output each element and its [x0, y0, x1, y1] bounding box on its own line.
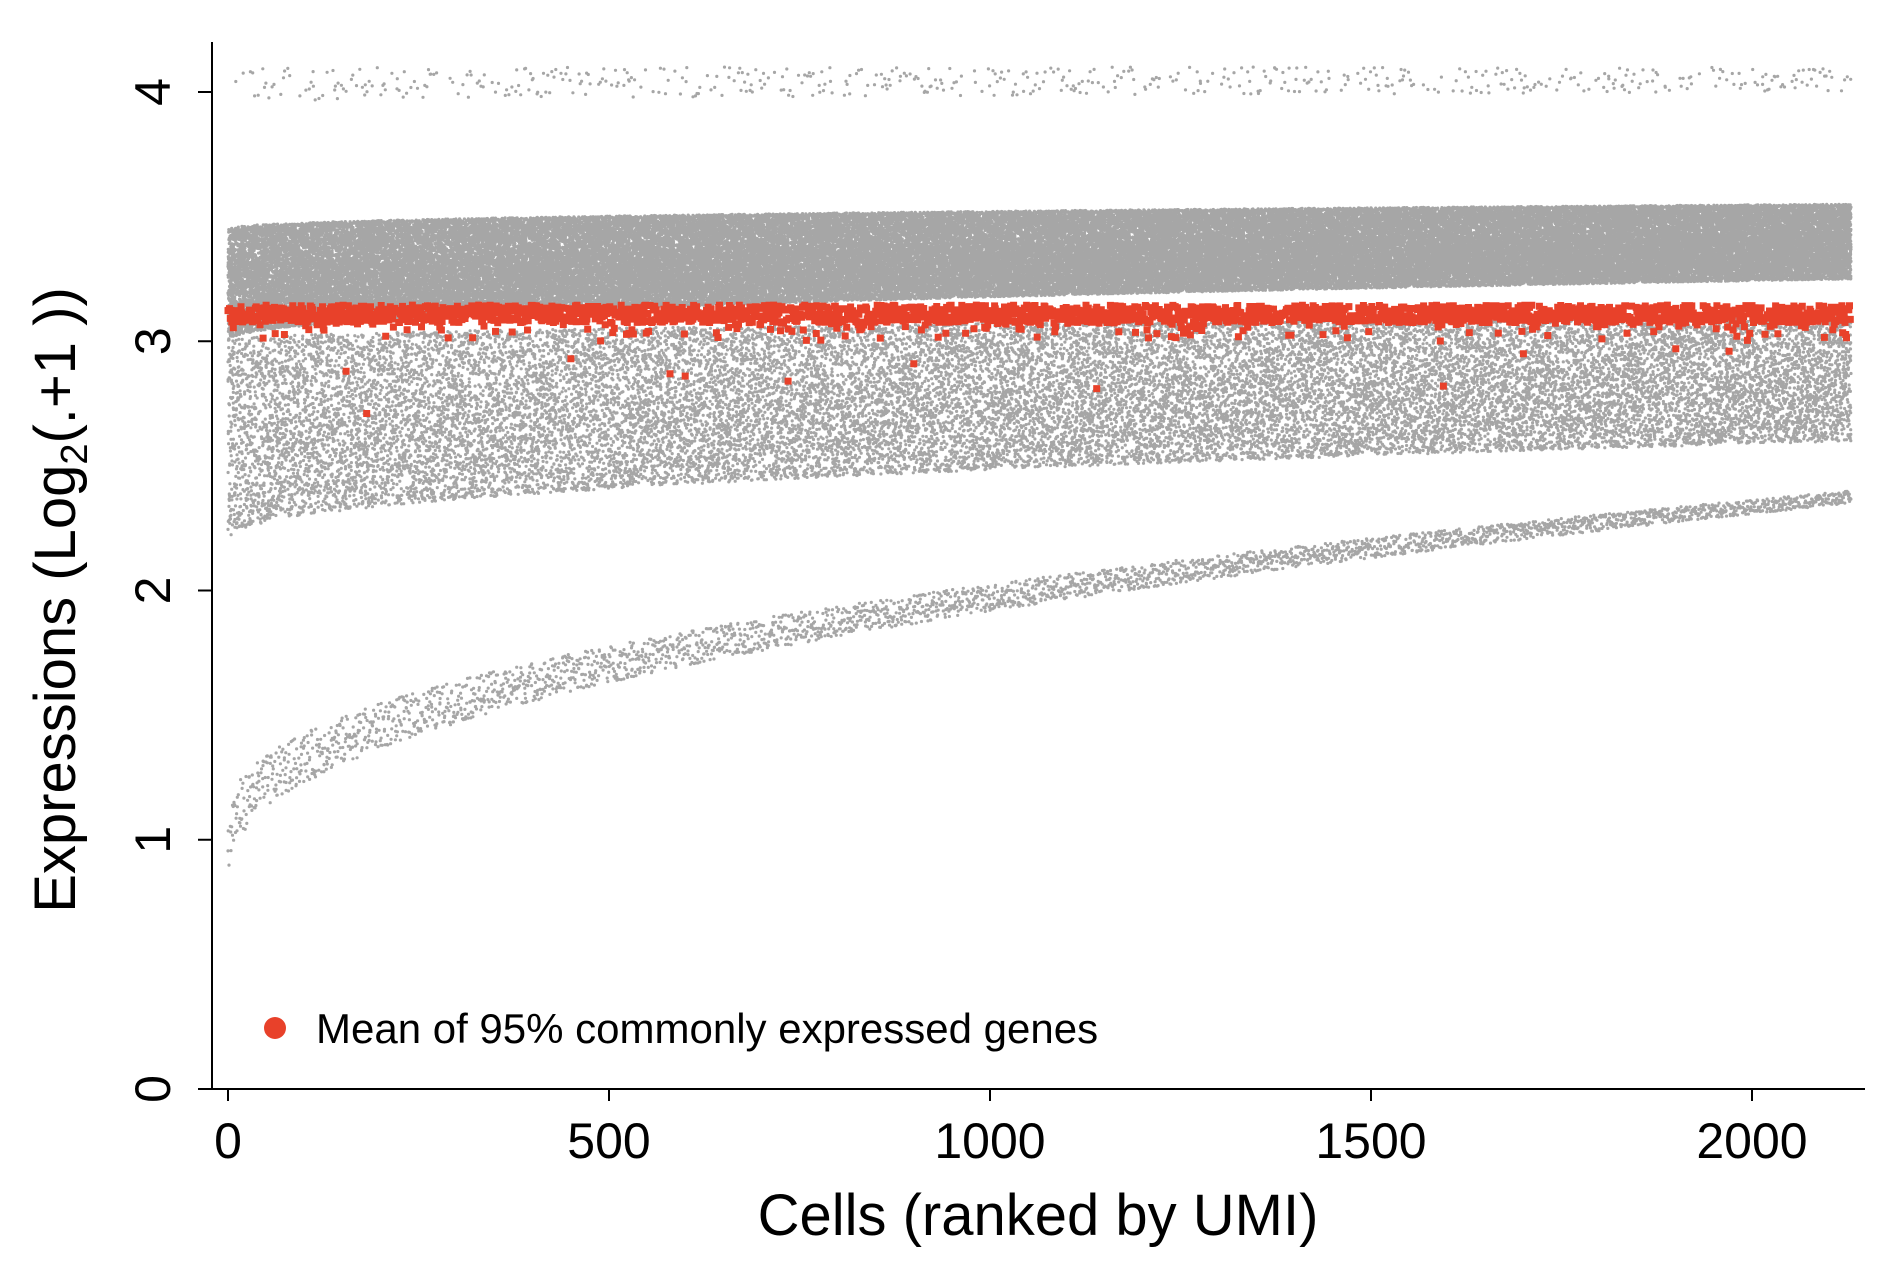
x-tick-label: 2000 — [1696, 1113, 1807, 1169]
y-tick-label: 3 — [125, 327, 181, 355]
legend-marker — [264, 1017, 286, 1039]
x-axis-ticks: 0 500 1000 1500 2000 — [214, 1089, 1808, 1169]
x-tick-label: 500 — [567, 1113, 650, 1169]
y-axis-title-main: Expressions (Log — [23, 465, 88, 913]
legend: Mean of 95% commonly expressed genes — [264, 1005, 1098, 1052]
y-tick-label: 2 — [125, 577, 181, 605]
y-axis-title-tail: (.+1 )) — [23, 287, 88, 443]
x-tick-label: 1000 — [934, 1113, 1045, 1169]
x-tick-label: 1500 — [1315, 1113, 1426, 1169]
x-axis-title: Cells (ranked by UMI) — [758, 1183, 1319, 1248]
y-axis-title-subscript: 2 — [54, 444, 96, 465]
y-tick-label: 4 — [125, 78, 181, 106]
y-axis-title: Expressions (Log2(.+1 )) — [23, 287, 96, 913]
y-tick-label: 0 — [125, 1075, 181, 1103]
gray-expression-points — [226, 65, 1853, 867]
red-points-layer — [224, 301, 1854, 417]
red-mean-points — [224, 301, 1854, 417]
y-axis-ticks: 0 1 2 3 4 — [125, 78, 212, 1103]
y-tick-label: 1 — [125, 826, 181, 854]
gray-points-layer — [226, 65, 1853, 867]
x-tick-label: 0 — [214, 1113, 242, 1169]
legend-label: Mean of 95% commonly expressed genes — [316, 1005, 1098, 1052]
